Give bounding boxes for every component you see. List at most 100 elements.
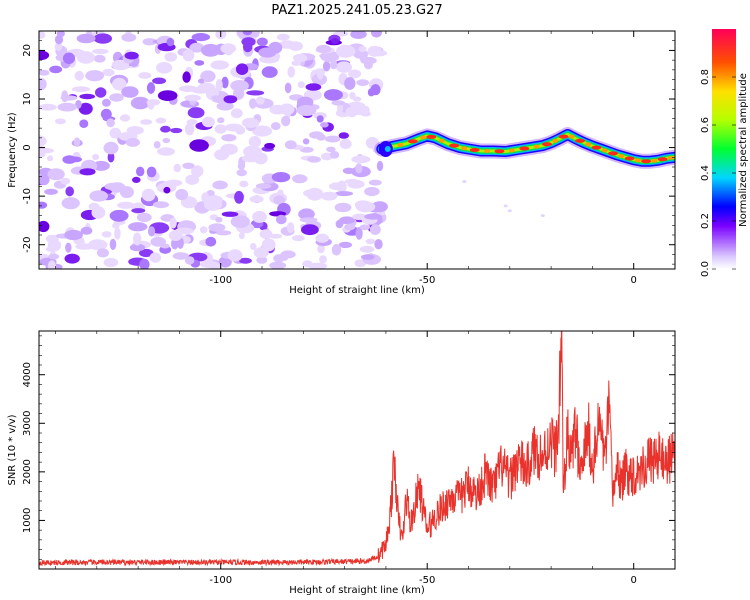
- spectrogram-noise-blob: [124, 51, 139, 60]
- spectrogram-noise-blob: [208, 223, 226, 232]
- signal-hotspot: [533, 144, 540, 149]
- spectrogram-noise-blob: [364, 213, 383, 220]
- spectrogram-noise-blob: [112, 222, 120, 229]
- spectrogram-noise-blob: [39, 77, 47, 91]
- spectrogram-noise-blob: [76, 33, 96, 44]
- spectrogram-noise-blob: [131, 208, 146, 214]
- spectrogram-noise-blob: [85, 70, 104, 82]
- spectrogram-noise-blob: [109, 127, 122, 139]
- colorbar-tick-label: 0.0: [700, 261, 711, 277]
- spectrogram-noise-blob: [47, 168, 65, 181]
- spectrogram-noise-blob: [39, 31, 46, 39]
- signal-hotspot: [519, 146, 530, 151]
- spectrogram-noise-blob: [221, 76, 229, 89]
- spectrogram-noise-blob: [271, 172, 291, 183]
- spectrogram-noise-blob: [57, 102, 77, 112]
- spectrogram-noise-blob: [355, 201, 376, 213]
- spectrogram-noise-blob: [64, 253, 80, 264]
- spectrogram-noise-blob: [248, 136, 262, 148]
- spectrogram-noise-blob: [101, 231, 112, 238]
- spectrogram-noise-blob: [235, 63, 249, 75]
- spectrogram-noise-blob: [276, 33, 290, 41]
- spectrogram-noise-blob: [356, 79, 370, 86]
- spectrogram-noise-blob: [185, 174, 200, 185]
- signal-hotspot: [657, 157, 668, 162]
- spectrogram-noise-blob: [365, 238, 375, 245]
- snr-xtick-label: -50: [419, 575, 435, 586]
- spectrogram-noise-blob: [321, 191, 338, 200]
- signal-hotspot: [575, 138, 585, 143]
- spectrogram-noise-blob: [371, 31, 382, 38]
- signal-hotspot: [558, 134, 569, 139]
- spectrogram-noise-blob: [198, 78, 204, 84]
- spectrogram-noise-blob: [352, 96, 362, 102]
- spectrogram-noise-blob: [39, 103, 57, 111]
- signal-hotspot: [618, 154, 625, 159]
- signal-hotspot: [552, 138, 559, 143]
- spectrogram-noise-blob: [246, 90, 265, 96]
- spectrogram-noise-blob: [39, 135, 47, 147]
- spectrogram-noise-blob: [367, 45, 382, 57]
- spectrogram-noise-blob: [47, 155, 54, 162]
- spectrogram-noise-blob: [184, 94, 201, 102]
- spectrogram-noise-blob: [173, 163, 181, 173]
- spectrogram-noise-blob: [106, 118, 115, 128]
- spectrogram-noise-blob: [205, 236, 217, 247]
- signal-hotspot: [420, 135, 427, 140]
- spectrogram-noise-blob: [96, 248, 109, 258]
- spectrogram-noise-blob: [307, 156, 321, 163]
- spectrogram-noise-blob: [88, 202, 100, 211]
- spectrogram-noise-blob: [316, 68, 324, 80]
- spectrogram-noise-blob: [328, 182, 346, 191]
- spectrogram-noise-blob: [324, 135, 341, 143]
- snr-xtick-label: 0: [631, 575, 637, 586]
- spectrogram-noise-blob: [302, 138, 310, 145]
- spectrogram-xtick-label: 0: [631, 275, 637, 286]
- spectrogram-noise-blob: [109, 238, 117, 251]
- spectrogram-noise-blob: [374, 239, 383, 250]
- spectrogram-noise-blob: [316, 133, 326, 141]
- spectrogram-noise-blob: [184, 256, 195, 265]
- signal-hotspot: [634, 158, 641, 163]
- spectrogram-noise-blob: [152, 77, 167, 85]
- spectrogram-noise-blob: [305, 83, 322, 91]
- spectrogram-noise-blob: [230, 215, 250, 229]
- spectrogram-noise-blob: [39, 220, 50, 233]
- spectrogram-noise-blob: [121, 86, 139, 98]
- spectrogram-noise-blob: [121, 33, 137, 42]
- spectrogram-noise-blob: [54, 34, 64, 45]
- spectrogram-noise-blob: [138, 248, 154, 258]
- spectrogram-noise-blob: [252, 210, 267, 223]
- spectrogram-noise-blob: [74, 70, 85, 81]
- spectrogram-noise-blob: [271, 122, 281, 131]
- signal-hotspot: [585, 142, 592, 147]
- spectrogram-noise-blob: [287, 66, 296, 78]
- spectrogram-noise-blob: [95, 87, 107, 98]
- spectrogram-noise-blob: [153, 141, 161, 149]
- spectrogram-noise-blob: [39, 147, 54, 154]
- snr-ytick-label: 1000: [22, 508, 33, 533]
- spectrogram-noise-blob: [316, 44, 332, 54]
- spectrogram-noise-blob: [93, 33, 112, 44]
- spectrogram-noise-blob: [239, 257, 252, 264]
- spectrogram-noise-blob: [168, 230, 183, 241]
- spectrogram-noise-blob: [293, 53, 308, 63]
- spectrogram-noise-blob: [141, 188, 156, 202]
- spectrogram-noise-blob: [330, 38, 339, 45]
- spectrogram-noise-blob: [362, 105, 370, 116]
- spectrogram-noise-blob: [236, 169, 247, 177]
- spectrogram-noise-blob: [200, 70, 216, 83]
- spectrogram-noise-blob: [170, 127, 183, 134]
- spectrogram-noise-blob: [250, 31, 260, 38]
- spectrogram-noise-blob: [359, 245, 375, 253]
- spectrogram-noise-blob: [130, 96, 150, 110]
- spectrogram-noise-blob: [45, 234, 59, 243]
- spectrogram-noise-blob: [347, 179, 365, 189]
- signal-hotspot: [426, 134, 437, 139]
- spectrogram-noise-blob: [220, 43, 236, 54]
- spectrogram-noise-blob: [155, 117, 167, 124]
- spectrogram-noise-blob: [284, 140, 297, 150]
- spectrogram-noise-blob: [191, 86, 211, 94]
- spectrogram-noise-blob: [359, 224, 371, 231]
- spectrogram-noise-blob: [54, 118, 66, 125]
